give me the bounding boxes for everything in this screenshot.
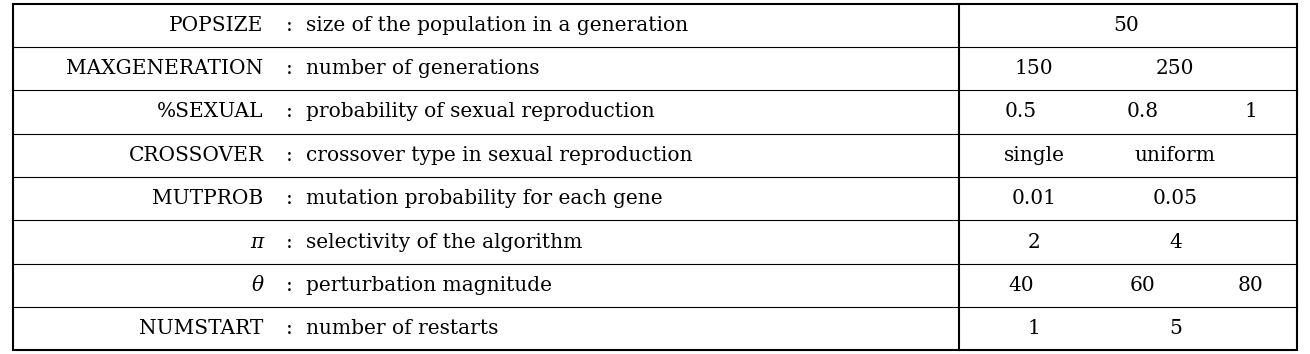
Text: 50: 50: [1114, 16, 1138, 35]
Text: NUMSTART: NUMSTART: [139, 319, 263, 338]
Text: :: :: [286, 146, 292, 165]
Text: crossover type in sexual reproduction: crossover type in sexual reproduction: [305, 146, 692, 165]
Text: 0.5: 0.5: [1005, 102, 1038, 121]
Text: 150: 150: [1015, 59, 1053, 78]
Text: 0.8: 0.8: [1127, 102, 1158, 121]
Text: number of generations: number of generations: [305, 59, 540, 78]
Text: size of the population in a generation: size of the population in a generation: [305, 16, 688, 35]
Text: mutation probability for each gene: mutation probability for each gene: [305, 189, 663, 208]
Text: π: π: [250, 233, 263, 252]
Text: 2: 2: [1028, 233, 1040, 252]
Text: :: :: [286, 276, 292, 295]
Text: 40: 40: [1009, 276, 1034, 295]
Text: probability of sexual reproduction: probability of sexual reproduction: [305, 102, 655, 121]
Text: 250: 250: [1157, 59, 1195, 78]
Text: 5: 5: [1169, 319, 1182, 338]
Text: 1: 1: [1028, 319, 1040, 338]
Text: :: :: [286, 59, 292, 78]
Text: CROSSOVER: CROSSOVER: [128, 146, 263, 165]
Text: 0.01: 0.01: [1011, 189, 1057, 208]
Text: :: :: [286, 16, 292, 35]
Text: :: :: [286, 189, 292, 208]
Text: :: :: [286, 102, 292, 121]
Text: %SEXUAL: %SEXUAL: [157, 102, 263, 121]
Text: θ: θ: [252, 276, 263, 295]
Text: MUTPROB: MUTPROB: [152, 189, 263, 208]
Text: single: single: [1003, 146, 1065, 165]
Text: 4: 4: [1169, 233, 1182, 252]
Text: number of restarts: number of restarts: [305, 319, 498, 338]
Text: perturbation magnitude: perturbation magnitude: [305, 276, 552, 295]
Text: :: :: [286, 233, 292, 252]
Text: 1: 1: [1244, 102, 1258, 121]
Text: 0.05: 0.05: [1153, 189, 1197, 208]
Text: MAXGENERATION: MAXGENERATION: [67, 59, 263, 78]
Text: :: :: [286, 319, 292, 338]
Text: 60: 60: [1129, 276, 1155, 295]
Text: selectivity of the algorithm: selectivity of the algorithm: [305, 233, 582, 252]
Text: uniform: uniform: [1134, 146, 1216, 165]
Text: POPSIZE: POPSIZE: [169, 16, 263, 35]
Text: 80: 80: [1238, 276, 1264, 295]
